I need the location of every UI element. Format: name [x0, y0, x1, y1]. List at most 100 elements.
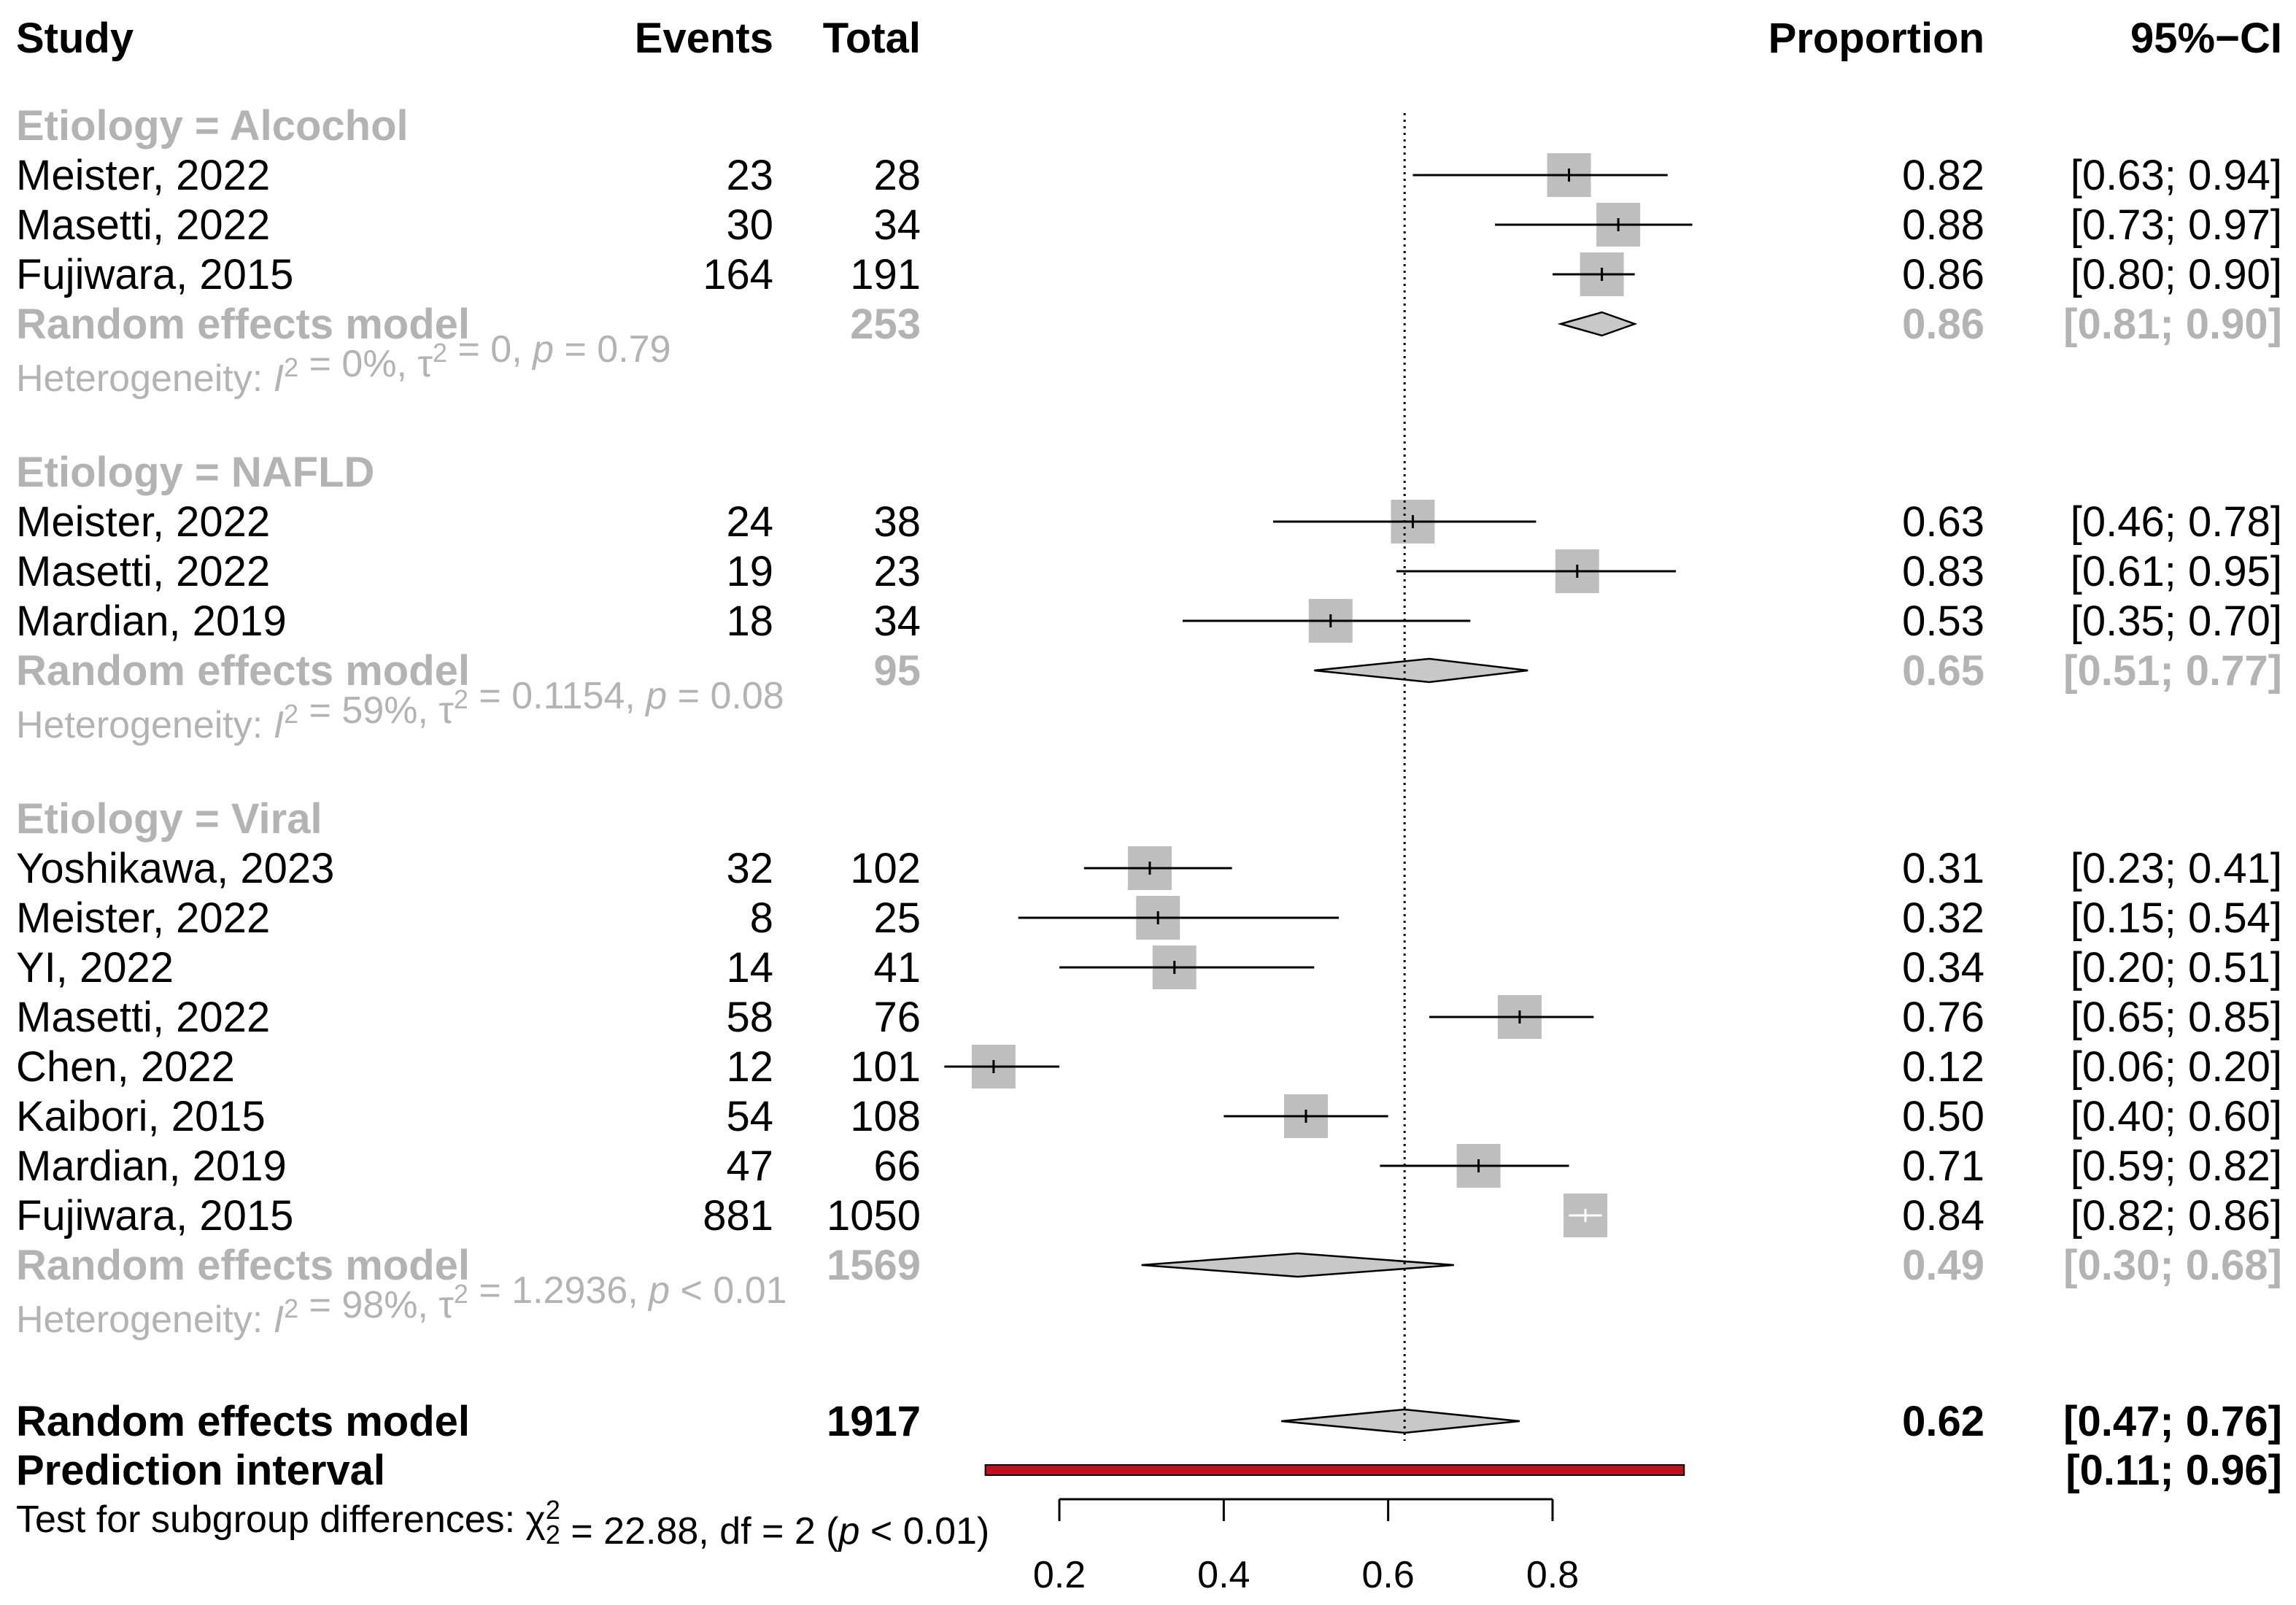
- pooled-proportion: 0.49: [1902, 1242, 1984, 1289]
- study-ci: [0.65; 0.85]: [2071, 994, 2282, 1041]
- study-events: 12: [726, 1043, 773, 1091]
- pooled-ci: [0.30; 0.68]: [2063, 1242, 2282, 1289]
- study-row: Mardian, 2019 47 66 0.71 [0.59; 0.82]: [16, 1142, 2282, 1190]
- prediction-bar: [984, 1464, 1685, 1476]
- study-events: 8: [750, 894, 773, 942]
- study-events: 32: [726, 845, 773, 892]
- study-name: Meister, 2022: [16, 498, 270, 546]
- study-name: Kaibori, 2015: [16, 1093, 266, 1140]
- axis-tick-label: 0.4: [1197, 1554, 1250, 1596]
- overall-diamond: [1281, 1408, 1520, 1434]
- study-proportion: 0.82: [1902, 152, 1984, 199]
- heterogeneity-text: Heterogeneity: I2 = 98%, τ2 = 1.2936, p …: [16, 1269, 787, 1341]
- pooled-proportion: 0.65: [1902, 647, 1984, 695]
- study-events: 14: [726, 944, 773, 991]
- study-total: 41: [873, 944, 921, 991]
- pooled-row: Random effects model 253 0.86 [0.81; 0.90]: [16, 301, 2282, 348]
- study-proportion: 0.83: [1902, 548, 1984, 595]
- study-ci: [0.73; 0.97]: [2071, 201, 2282, 249]
- study-row: Fujiwara, 2015 881 1050 0.84 [0.82; 0.86]: [16, 1192, 2282, 1239]
- study-ci: [0.59; 0.82]: [2071, 1142, 2282, 1190]
- overall-label: Random effects model: [16, 1398, 470, 1445]
- study-row: Chen, 2022 12 101 0.12 [0.06; 0.20]: [16, 1043, 2282, 1091]
- study-ci: [0.23; 0.41]: [2071, 845, 2282, 892]
- study-name: Chen, 2022: [16, 1043, 235, 1091]
- study-row: Meister, 2022 23 28 0.82 [0.63; 0.94]: [16, 152, 2282, 199]
- header-study: Study: [16, 15, 134, 62]
- heterogeneity-text: Heterogeneity: I2 = 0%, τ2 = 0, p = 0.79: [16, 328, 671, 400]
- study-total: 1050: [827, 1192, 921, 1239]
- header-proportion: Proportion: [1769, 15, 1984, 62]
- study-name: Yoshikawa, 2023: [16, 845, 334, 892]
- study-events: 881: [703, 1192, 773, 1239]
- prediction-ci: [0.11; 0.96]: [2065, 1447, 2282, 1494]
- study-name: Fujiwara, 2015: [16, 1192, 293, 1239]
- subgroup-label: Etiology = NAFLD: [16, 449, 374, 496]
- pooled-label: Random effects model: [16, 1242, 470, 1289]
- study-total: 191: [850, 251, 921, 298]
- pooled-row: Random effects model 1569 0.49 [0.30; 0.68]: [16, 1242, 2282, 1289]
- study-row: Yoshikawa, 2023 32 102 0.31 [0.23; 0.41]: [16, 845, 2282, 892]
- study-ci: [0.80; 0.90]: [2071, 251, 2282, 298]
- overall-proportion: 0.62: [1902, 1398, 1984, 1445]
- pooled-ci: [0.81; 0.90]: [2063, 301, 2282, 348]
- pooled-proportion: 0.86: [1902, 301, 1984, 348]
- study-events: 30: [726, 201, 773, 249]
- study-proportion: 0.86: [1902, 251, 1984, 298]
- study-name: Fujiwara, 2015: [16, 251, 293, 298]
- study-proportion: 0.63: [1902, 498, 1984, 546]
- pooled-diamond: [1314, 657, 1528, 684]
- study-name: Meister, 2022: [16, 152, 270, 199]
- study-events: 54: [726, 1093, 773, 1140]
- pooled-total: 1569: [827, 1242, 921, 1289]
- subgroup-test: Test for subgroup differences: χ2 2 = 22.…: [16, 1495, 989, 1552]
- study-total: 102: [850, 845, 921, 892]
- study-name: Masetti, 2022: [16, 548, 270, 595]
- study-ci: [0.20; 0.51]: [2071, 944, 2282, 991]
- study-proportion: 0.53: [1902, 597, 1984, 645]
- study-events: 19: [726, 548, 773, 595]
- study-events: 18: [726, 597, 773, 645]
- study-name: Masetti, 2022: [16, 994, 270, 1041]
- x-axis: 0.2 0.4 0.6 0.8: [1033, 1498, 1579, 1596]
- study-row: Mardian, 2019 18 34 0.53 [0.35; 0.70]: [16, 597, 2282, 645]
- prediction-label: Prediction interval: [16, 1447, 385, 1494]
- study-proportion: 0.84: [1902, 1192, 1984, 1239]
- prediction-row: Prediction interval [0.11; 0.96]: [16, 1447, 2282, 1494]
- subgroup-label: Etiology = Viral: [16, 795, 322, 843]
- pooled-diamond: [1141, 1252, 1454, 1278]
- axis-tick-label: 0.2: [1033, 1554, 1086, 1596]
- pooled-row: Random effects model 95 0.65 [0.51; 0.77]: [16, 647, 2282, 695]
- overall-total: 1917: [827, 1398, 921, 1445]
- study-name: Mardian, 2019: [16, 597, 287, 645]
- study-row: Kaibori, 2015 54 108 0.50 [0.40; 0.60]: [16, 1093, 2282, 1140]
- study-total: 76: [873, 994, 921, 1041]
- axis-tick-label: 0.6: [1362, 1554, 1415, 1596]
- pooled-label: Random effects model: [16, 301, 470, 348]
- study-name: Meister, 2022: [16, 894, 270, 942]
- axis-tick-label: 0.8: [1526, 1554, 1579, 1596]
- study-ci: [0.63; 0.94]: [2071, 152, 2282, 199]
- study-ci: [0.82; 0.86]: [2071, 1192, 2282, 1239]
- study-proportion: 0.71: [1902, 1142, 1984, 1190]
- study-ci: [0.40; 0.60]: [2071, 1093, 2282, 1140]
- pooled-total: 95: [873, 647, 921, 695]
- heterogeneity-text: Heterogeneity: I2 = 59%, τ2 = 0.1154, p …: [16, 675, 784, 746]
- study-name: Mardian, 2019: [16, 1142, 287, 1190]
- study-ci: [0.35; 0.70]: [2071, 597, 2282, 645]
- study-name: Masetti, 2022: [16, 201, 270, 249]
- study-events: 164: [703, 251, 773, 298]
- study-total: 25: [873, 894, 921, 942]
- header-total: Total: [823, 15, 921, 62]
- study-events: 47: [726, 1142, 773, 1190]
- study-row: Fujiwara, 2015 164 191 0.86 [0.80; 0.90]: [16, 251, 2282, 298]
- study-proportion: 0.31: [1902, 845, 1984, 892]
- study-proportion: 0.12: [1902, 1043, 1984, 1091]
- study-ci: [0.06; 0.20]: [2071, 1043, 2282, 1091]
- study-total: 34: [873, 201, 921, 249]
- study-proportion: 0.32: [1902, 894, 1984, 942]
